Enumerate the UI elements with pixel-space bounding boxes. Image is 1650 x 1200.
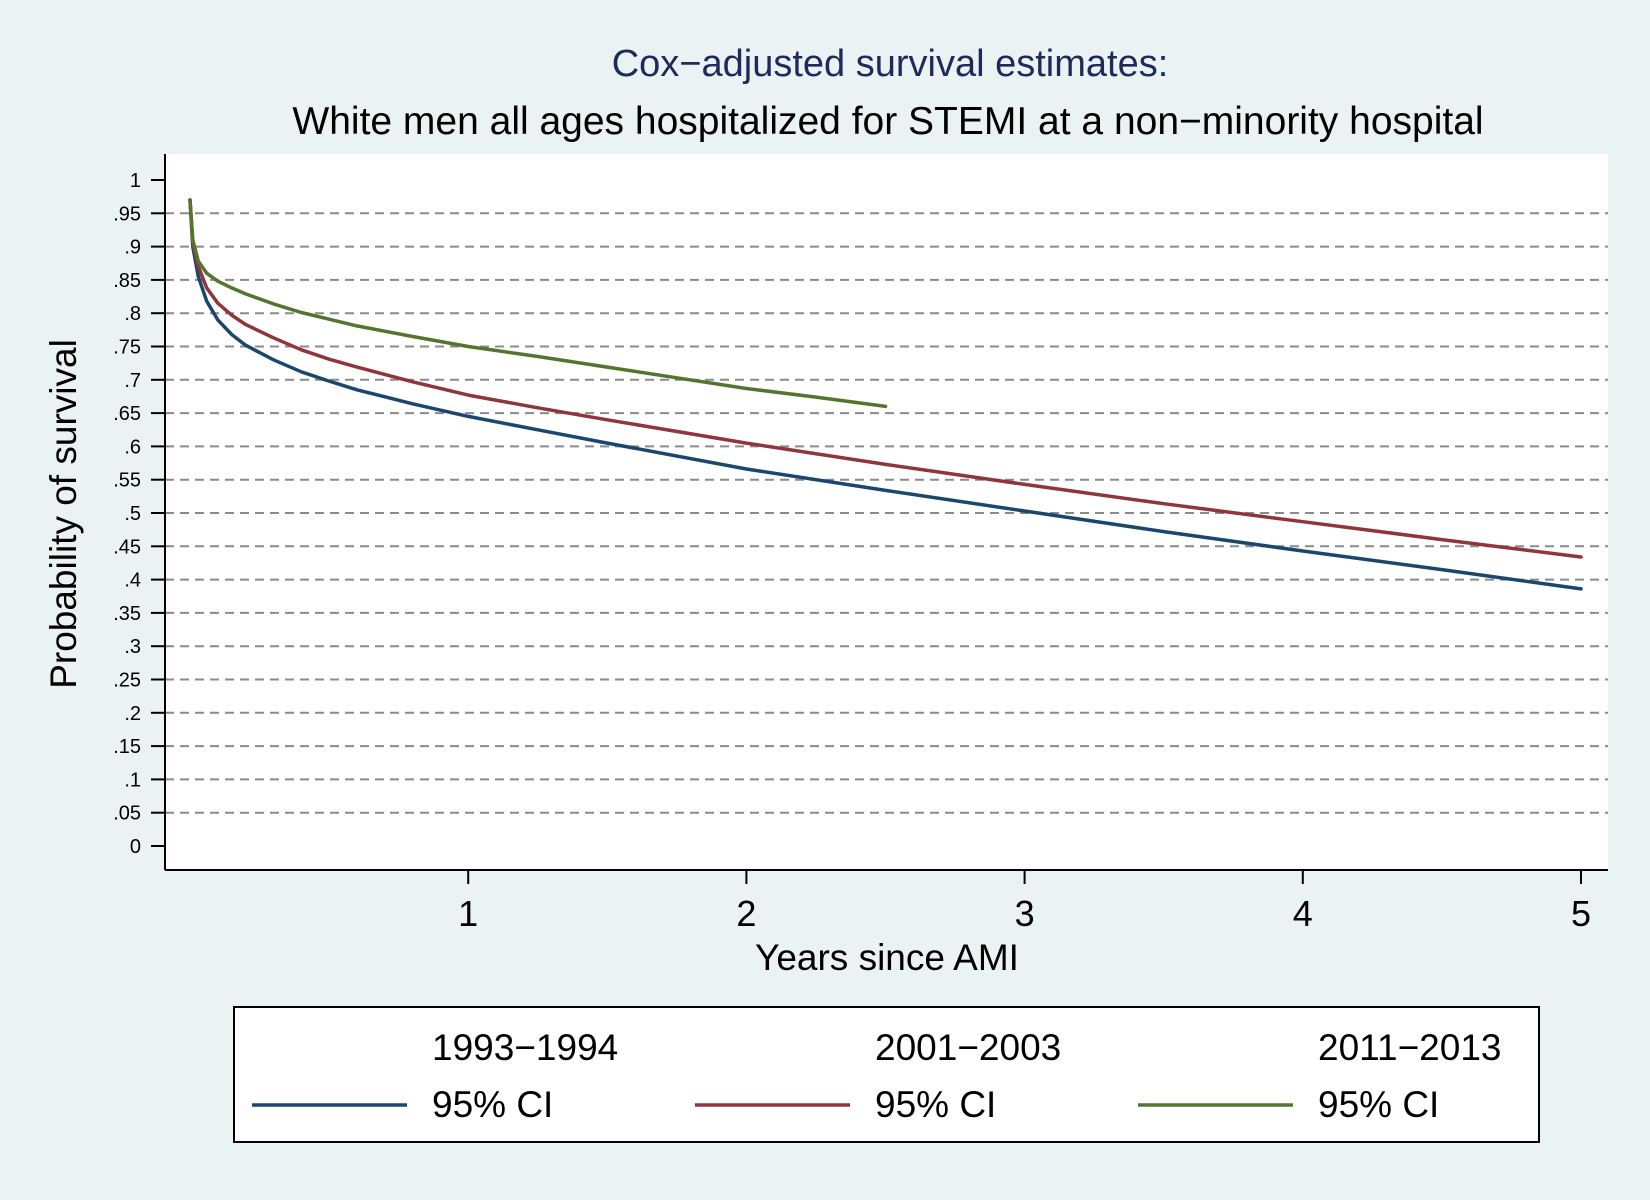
- y-tick-label: .65: [113, 403, 141, 425]
- y-tick-label: .7: [124, 370, 141, 392]
- y-tick-label: .75: [113, 337, 141, 359]
- y-tick-label: .35: [113, 603, 141, 625]
- series-line-1: [188, 198, 1583, 591]
- y-tick-label: .8: [124, 303, 141, 325]
- series-line-3: [188, 198, 888, 409]
- x-tick-label: 5: [1571, 893, 1591, 934]
- legend-ci-label-2: 95% CI: [875, 1084, 996, 1125]
- legend-ci-label-3: 95% CI: [1318, 1084, 1439, 1125]
- x-tick-label: 4: [1293, 893, 1313, 934]
- chart-subtitle: White men all ages hospitalized for STEM…: [292, 100, 1483, 143]
- legend-box: [233, 1006, 1540, 1143]
- y-tick-label: .05: [113, 803, 141, 825]
- y-tick-label: .55: [113, 470, 141, 492]
- y-tick-label: 1: [130, 170, 141, 192]
- x-tick-label: 3: [1015, 893, 1035, 934]
- series-lines: [188, 198, 1583, 591]
- y-tick-label: .3: [124, 636, 141, 658]
- series-line-2: [188, 198, 1583, 559]
- y-tick-label: .9: [124, 237, 141, 259]
- y-tick-label: .5: [124, 503, 141, 525]
- x-tick-label: 1: [458, 893, 478, 934]
- legend-ci-label-1: 95% CI: [432, 1084, 553, 1125]
- y-tick-label: .1: [124, 769, 141, 791]
- y-tick-label: .15: [113, 736, 141, 758]
- y-tick-label: .25: [113, 670, 141, 692]
- y-tick-label: .95: [113, 203, 141, 225]
- y-tick-label: .85: [113, 270, 141, 292]
- legend-label-3: 2011−2013: [1318, 1027, 1501, 1068]
- y-tick-label: 0: [130, 836, 141, 858]
- y-axis-label: Probability of survival: [43, 339, 84, 689]
- x-axis-label: Years since AMI: [755, 937, 1019, 978]
- y-tick-label: .6: [124, 436, 141, 458]
- axes: 0 .05 .1 .15 .2 .25 .3 .35 .4 .45 .5 .55 .6 .65 .7 .75.…: [113, 154, 1608, 934]
- y-tick-label: .4: [124, 570, 141, 592]
- legend-label-2: 2001−2003: [875, 1027, 1061, 1068]
- legend-label-1: 1993−1994: [432, 1027, 618, 1068]
- x-tick-label: 2: [736, 893, 756, 934]
- legend: 1993−1994 95% CI 2001−2003 95% CI 2011−2013 9…: [252, 1027, 1501, 1125]
- y-tick-label: .45: [113, 536, 141, 558]
- y-tick-label: .2: [124, 703, 141, 725]
- chart-title: Cox−adjusted survival estimates:: [612, 43, 1169, 85]
- grid-lines: [165, 212, 1608, 814]
